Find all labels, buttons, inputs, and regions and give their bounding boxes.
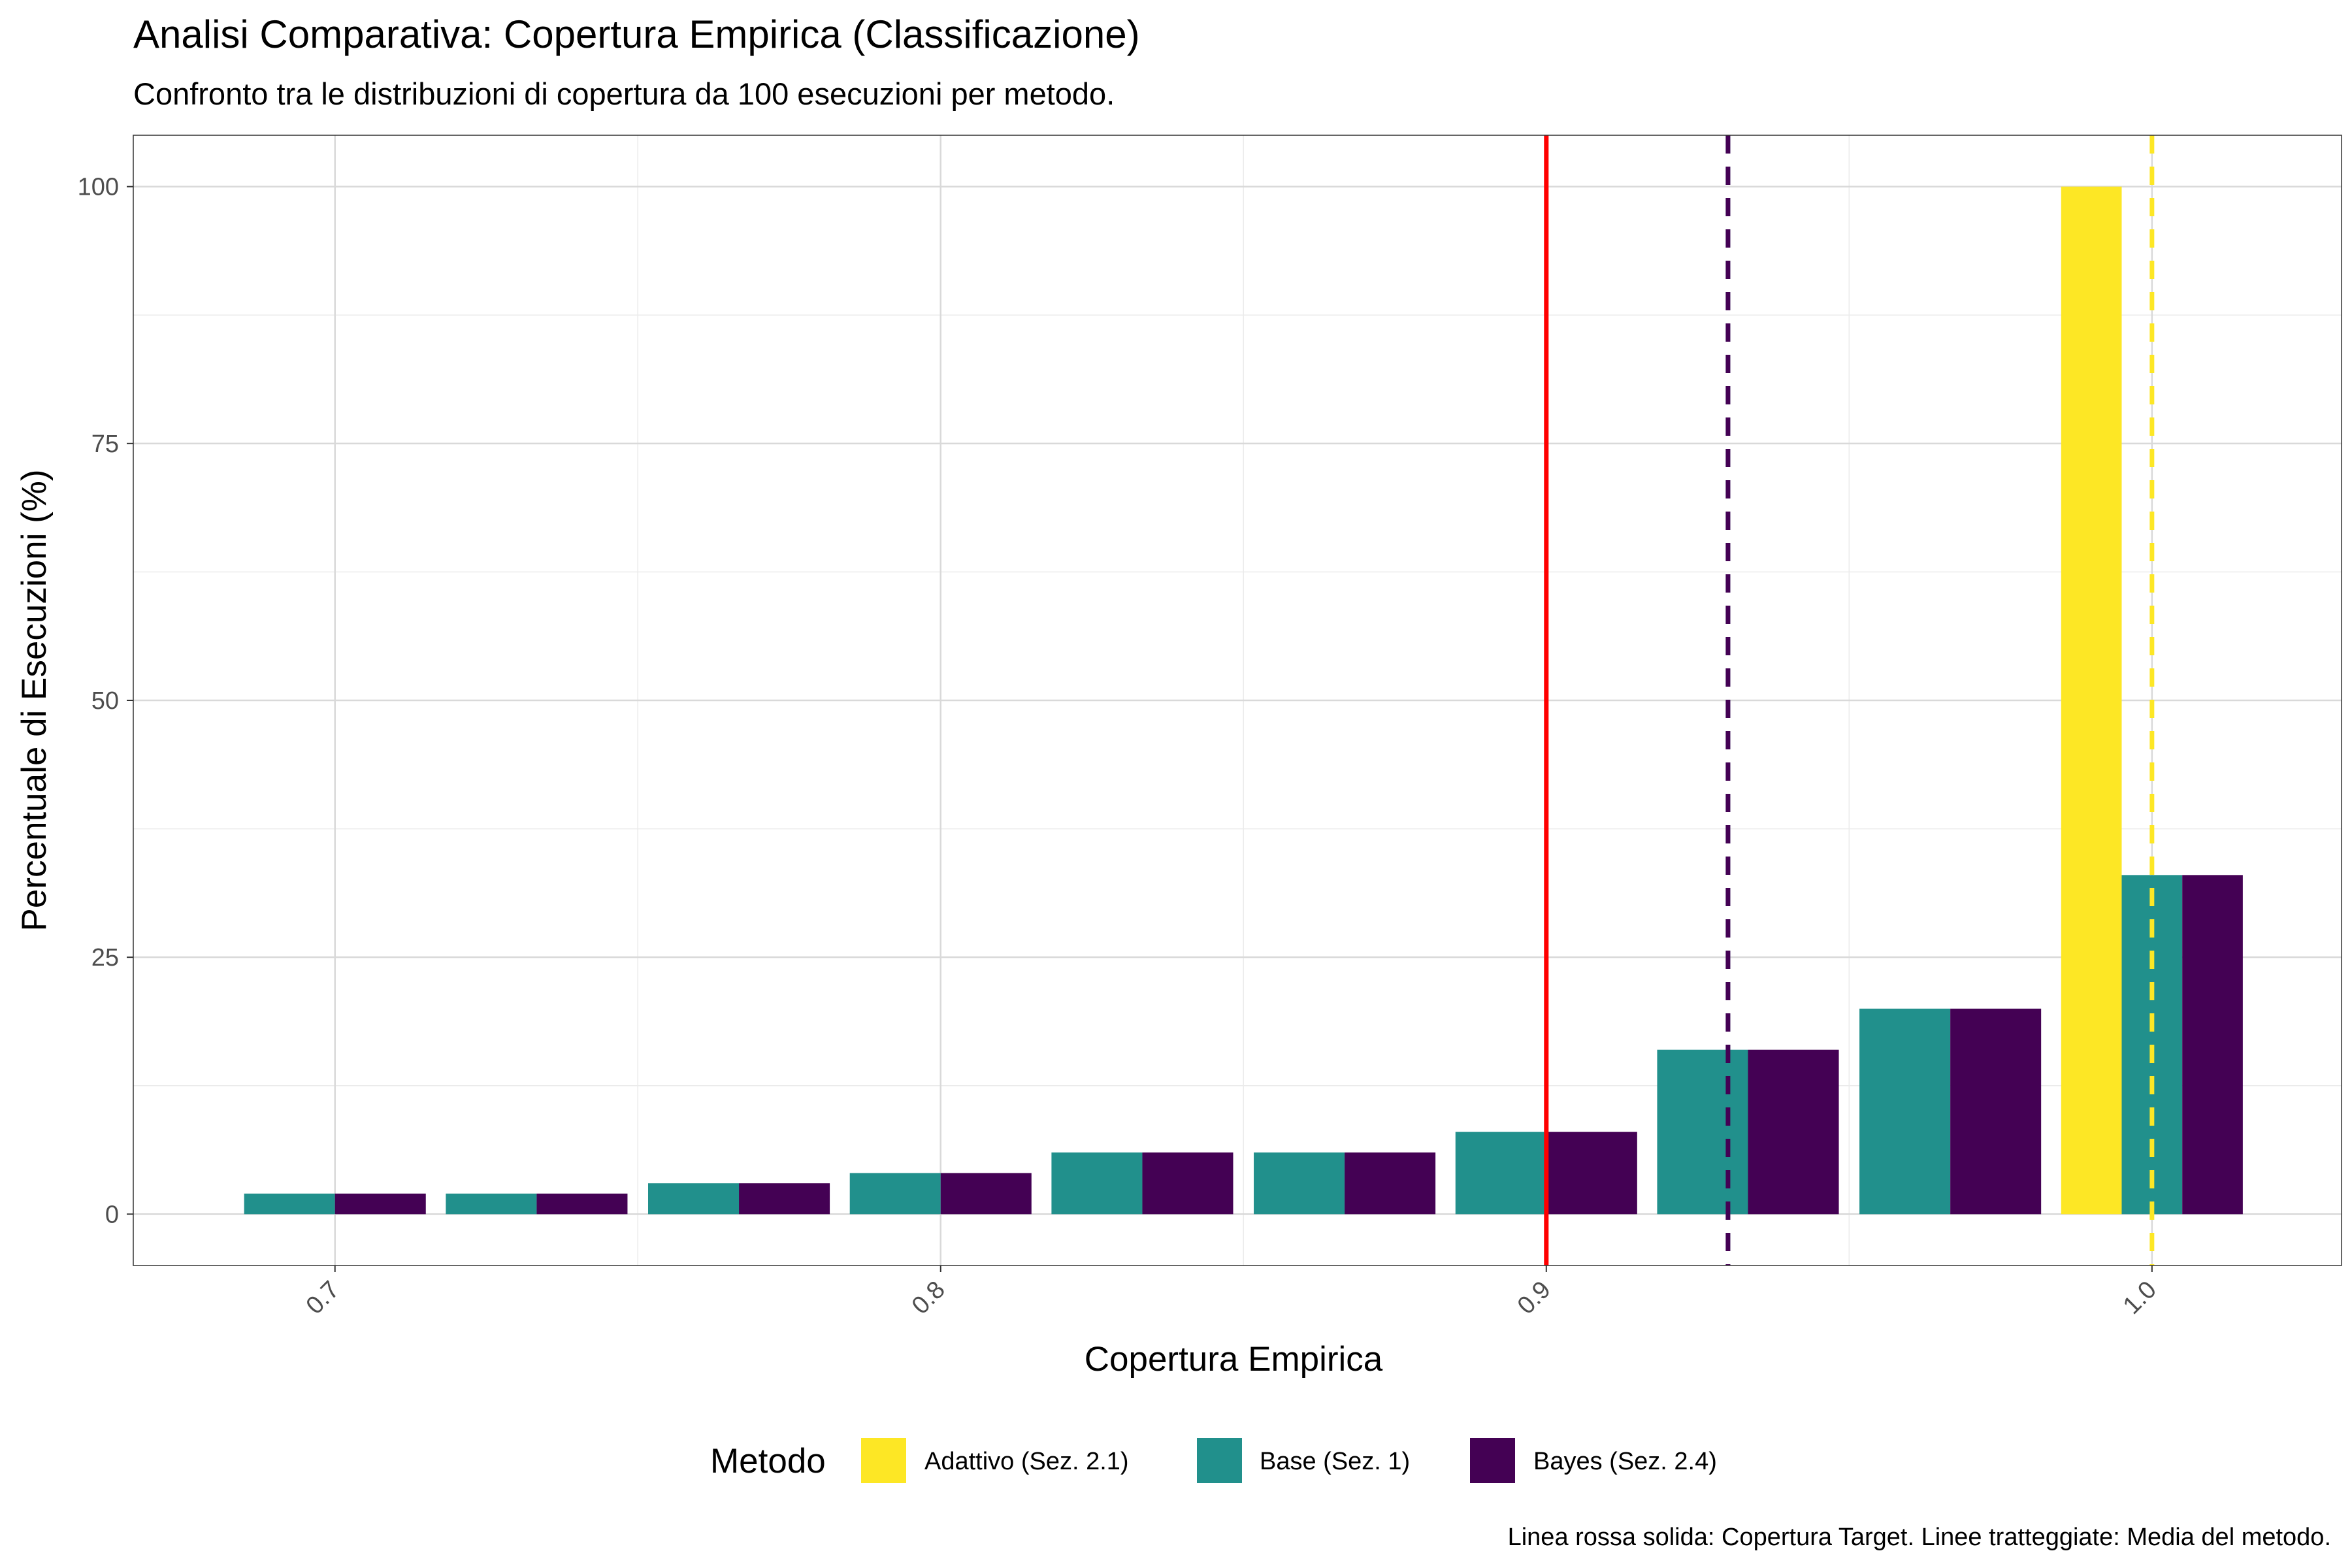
x-tick-label: 0.8 [907, 1276, 951, 1320]
x-tick-label: 0.7 [301, 1276, 345, 1320]
y-tick-label: 25 [91, 944, 119, 972]
bar-base [849, 1173, 941, 1215]
bar-bayes [2182, 875, 2243, 1215]
bar-bayes [940, 1173, 1032, 1215]
x-tick-label: 0.9 [1512, 1276, 1556, 1320]
legend-title: Metodo [710, 1442, 826, 1480]
y-tick-label: 75 [91, 431, 119, 458]
bar-bayes [1345, 1152, 1436, 1215]
bar-bayes [1142, 1152, 1233, 1215]
bar-bayes [739, 1183, 830, 1215]
legend-key-bayes [1470, 1438, 1515, 1483]
y-axis-ticks: 0 25 50 75 100 [78, 174, 133, 1228]
bar-adattivo [2061, 186, 2122, 1215]
x-axis-title: Copertura Empirica [1085, 1340, 1383, 1379]
bar-base [648, 1183, 740, 1215]
bars [244, 186, 2243, 1215]
legend-key-adattivo [861, 1438, 906, 1483]
bar-base [1254, 1152, 1345, 1215]
chart-caption: Linea rossa solida: Copertura Target. Li… [1508, 1524, 2331, 1551]
chart-subtitle: Confronto tra le distribuzioni di copert… [133, 76, 1115, 111]
y-tick-label: 100 [78, 174, 119, 201]
y-tick-label: 50 [91, 687, 119, 715]
bar-bayes [536, 1193, 628, 1215]
bar-base [1455, 1132, 1546, 1215]
bar-bayes [335, 1193, 426, 1215]
legend-label-adattivo: Adattivo (Sez. 2.1) [924, 1448, 1129, 1475]
reference-lines [1544, 135, 2155, 1266]
y-axis-title: Percentuale di Esecuzioni (%) [15, 469, 54, 931]
legend-label-base: Base (Sez. 1) [1260, 1448, 1410, 1475]
x-axis-ticks: 0.7 0.8 0.9 1.0 [301, 1266, 2162, 1320]
plot-panel [133, 135, 2342, 1266]
y-tick-label: 0 [105, 1201, 119, 1228]
bar-base [446, 1193, 537, 1215]
legend-key-base [1197, 1438, 1242, 1483]
bar-bayes [1748, 1049, 1839, 1215]
chart-title: Analisi Comparativa: Copertura Empirica … [133, 12, 1140, 56]
bar-base [244, 1193, 335, 1215]
legend-label-bayes: Bayes (Sez. 2.4) [1533, 1448, 1717, 1475]
bar-base [1051, 1152, 1143, 1215]
bar-bayes [1546, 1132, 1637, 1215]
bar-base [1859, 1008, 1951, 1215]
legend: Metodo Adattivo (Sez. 2.1) Base (Sez. 1) B… [710, 1438, 1717, 1483]
bar-base [1657, 1049, 1748, 1215]
bar-bayes [1950, 1008, 2042, 1215]
x-tick-label: 1.0 [2118, 1276, 2162, 1320]
